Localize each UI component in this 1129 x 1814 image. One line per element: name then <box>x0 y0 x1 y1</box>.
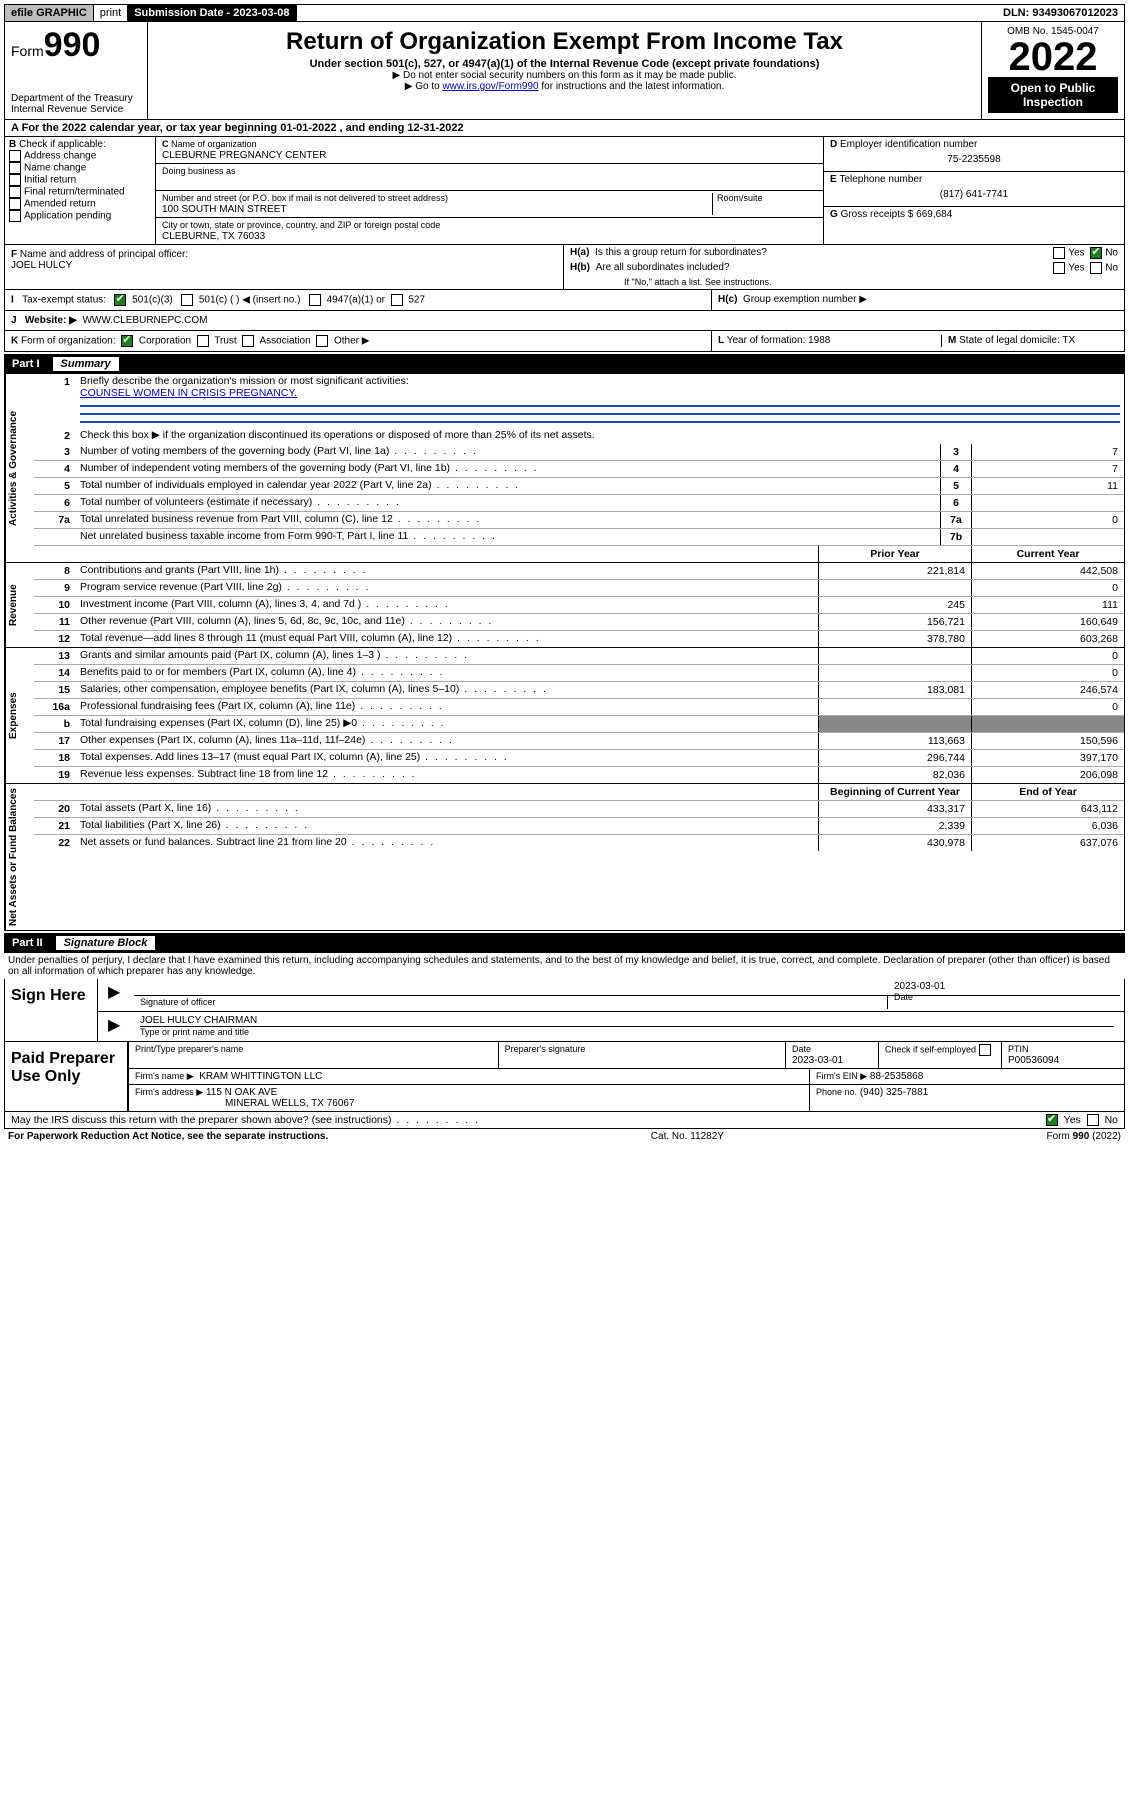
subtitle-3: Go to www.irs.gov/Form990 for instructio… <box>154 81 975 92</box>
street-address: 100 SOUTH MAIN STREET <box>162 204 286 215</box>
telephone: (817) 641-7741 <box>830 185 1118 204</box>
mission-link[interactable]: COUNSEL WOMEN IN CRISIS PREGNANCY. <box>80 387 297 399</box>
table-row: 12Total revenue—add lines 8 through 11 (… <box>34 631 1124 647</box>
gov-section: Activities & Governance 1 Briefly descri… <box>4 374 1125 563</box>
table-row: 15Salaries, other compensation, employee… <box>34 682 1124 699</box>
row-f-h: F Name and address of principal officer:… <box>4 245 1125 290</box>
website: WWW.CLEBURNEPC.COM <box>82 315 207 326</box>
preparer-phone: (940) 325-7881 <box>860 1087 928 1098</box>
vtab-revenue: Revenue <box>5 563 34 647</box>
table-row: 19Revenue less expenses. Subtract line 1… <box>34 767 1124 783</box>
row-j: J Website: ▶ WWW.CLEBURNEPC.COM <box>4 311 1125 331</box>
submission-date: Submission Date - 2023-03-08 <box>128 5 296 21</box>
table-row: 16aProfessional fundraising fees (Part I… <box>34 699 1124 716</box>
sign-here-block: Sign Here ▶ Signature of officer 2023-03… <box>4 979 1125 1042</box>
sign-arrow-icon-2: ▶ <box>102 1014 134 1039</box>
subtitle-2: Do not enter social security numbers on … <box>154 70 975 81</box>
irs-link[interactable]: www.irs.gov/Form990 <box>442 81 538 92</box>
firm-name: KRAM WHITTINGTON LLC <box>199 1071 322 1082</box>
table-row: 18Total expenses. Add lines 13–17 (must … <box>34 750 1124 767</box>
table-row: 22Net assets or fund balances. Subtract … <box>34 835 1124 851</box>
form-header: Form990 Department of the Treasury Inter… <box>4 22 1125 120</box>
paid-preparer-label: Paid Preparer Use Only <box>5 1042 128 1111</box>
revenue-section: Revenue 8Contributions and grants (Part … <box>4 563 1125 648</box>
row-klm: K Form of organization: Corporation Trus… <box>4 331 1125 352</box>
top-bar: efile GRAPHIC print Submission Date - 20… <box>4 4 1125 22</box>
table-row: 17Other expenses (Part IX, column (A), l… <box>34 733 1124 750</box>
ein: 75-2235598 <box>830 150 1118 169</box>
form-title: Return of Organization Exempt From Incom… <box>154 28 975 56</box>
discuss-row: May the IRS discuss this return with the… <box>4 1112 1125 1129</box>
box-c: C Name of organization CLEBURNE PREGNANC… <box>156 137 824 244</box>
row-i: I Tax-exempt status: 501(c)(3) 501(c) ( … <box>4 290 1125 311</box>
table-row: 20Total assets (Part X, line 16)433,3176… <box>34 801 1124 818</box>
table-row: 21Total liabilities (Part X, line 26)2,3… <box>34 818 1124 835</box>
part-2-header: Part II Signature Block <box>4 933 1125 953</box>
print-button[interactable]: print <box>94 5 128 21</box>
perjury-text: Under penalties of perjury, I declare th… <box>4 953 1125 979</box>
sign-arrow-icon: ▶ <box>102 981 134 1009</box>
ptin: P00536094 <box>1008 1055 1059 1066</box>
table-row: 9Program service revenue (Part VIII, lin… <box>34 580 1124 597</box>
vtab-net-assets: Net Assets or Fund Balances <box>5 784 34 930</box>
firm-ein: 88-2535868 <box>870 1071 923 1082</box>
form-number: Form990 <box>11 26 141 65</box>
paid-preparer-block: Paid Preparer Use Only Print/Type prepar… <box>4 1042 1125 1112</box>
tax-period: A For the 2022 calendar year, or tax yea… <box>4 120 1125 137</box>
table-row: bTotal fundraising expenses (Part IX, co… <box>34 716 1124 733</box>
page-footer: For Paperwork Reduction Act Notice, see … <box>4 1129 1125 1144</box>
part-1-header: Part I Summary <box>4 354 1125 374</box>
org-name: CLEBURNE PREGNANCY CENTER <box>162 150 326 161</box>
irs-label: Internal Revenue Service <box>11 104 141 115</box>
table-row: 13Grants and similar amounts paid (Part … <box>34 648 1124 665</box>
501c3-checkbox[interactable] <box>114 294 126 306</box>
vtab-governance: Activities & Governance <box>5 374 34 562</box>
tax-year: 2022 <box>988 37 1118 77</box>
open-public-badge: Open to Public Inspection <box>988 77 1118 113</box>
table-row: 11Other revenue (Part VIII, column (A), … <box>34 614 1124 631</box>
dept-treasury: Department of the Treasury <box>11 93 141 104</box>
sign-here-label: Sign Here <box>5 979 98 1041</box>
dln: DLN: 93493067012023 <box>997 5 1124 21</box>
city-state-zip: CLEBURNE, TX 76033 <box>162 231 265 242</box>
gross-receipts: 669,684 <box>916 209 952 220</box>
net-assets-section: Net Assets or Fund Balances Beginning of… <box>4 784 1125 931</box>
box-b: B Check if applicable: Address change Na… <box>5 137 156 244</box>
table-row: 8Contributions and grants (Part VIII, li… <box>34 563 1124 580</box>
table-row: 10Investment income (Part VIII, column (… <box>34 597 1124 614</box>
subtitle-1: Under section 501(c), 527, or 4947(a)(1)… <box>154 58 975 70</box>
principal-officer: JOEL HULCY <box>11 260 72 271</box>
discuss-no-checkbox[interactable] <box>1087 1114 1099 1126</box>
org-info-grid: B Check if applicable: Address change Na… <box>4 137 1125 245</box>
box-right: D Employer identification number 75-2235… <box>824 137 1124 244</box>
expenses-section: Expenses 13Grants and similar amounts pa… <box>4 648 1125 784</box>
discuss-yes-checkbox[interactable] <box>1046 1114 1058 1126</box>
table-row: 14Benefits paid to or for members (Part … <box>34 665 1124 682</box>
efile-badge: efile GRAPHIC <box>5 5 94 21</box>
vtab-expenses: Expenses <box>5 648 34 783</box>
officer-name: JOEL HULCY CHAIRMAN <box>140 1015 1114 1027</box>
